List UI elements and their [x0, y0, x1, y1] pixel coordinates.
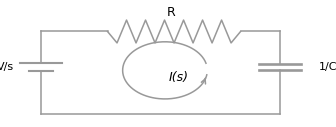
Text: 1/Cs: 1/Cs	[319, 62, 336, 72]
Text: R: R	[167, 6, 175, 19]
Text: V/s: V/s	[0, 62, 14, 72]
Text: I(s): I(s)	[169, 71, 188, 84]
